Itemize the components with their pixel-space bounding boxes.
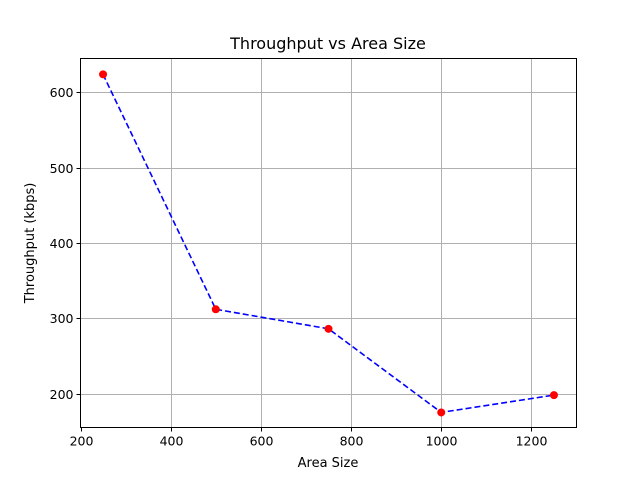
y-tick-label: 600 [50,85,74,100]
series-line [102,73,555,414]
x-tick-label: 1000 [426,434,458,449]
y-tick-label: 300 [50,311,74,326]
y-tick-label: 400 [50,236,74,251]
y-axis-label: Throughput (kbps) [23,183,38,305]
chart-title: Throughput vs Area Size [229,34,426,53]
x-tick-label: 200 [70,434,94,449]
x-tick-label: 800 [340,434,364,449]
x-tick-label: 1200 [516,434,548,449]
x-ticks: 200 400 600 800 1000 1200 [70,427,548,449]
data-point [437,408,446,417]
y-ticks: 200 300 400 500 600 [50,85,81,402]
y-tick-label: 200 [50,387,74,402]
grid [80,58,577,428]
x-axis-label: Area Size [298,456,359,471]
data-point [324,324,333,333]
series [99,70,558,417]
data-point [549,391,558,400]
data-point [99,70,108,79]
data-point [211,305,220,314]
y-tick-label: 500 [50,161,74,176]
x-tick-label: 400 [160,434,184,449]
x-tick-label: 600 [250,434,274,449]
